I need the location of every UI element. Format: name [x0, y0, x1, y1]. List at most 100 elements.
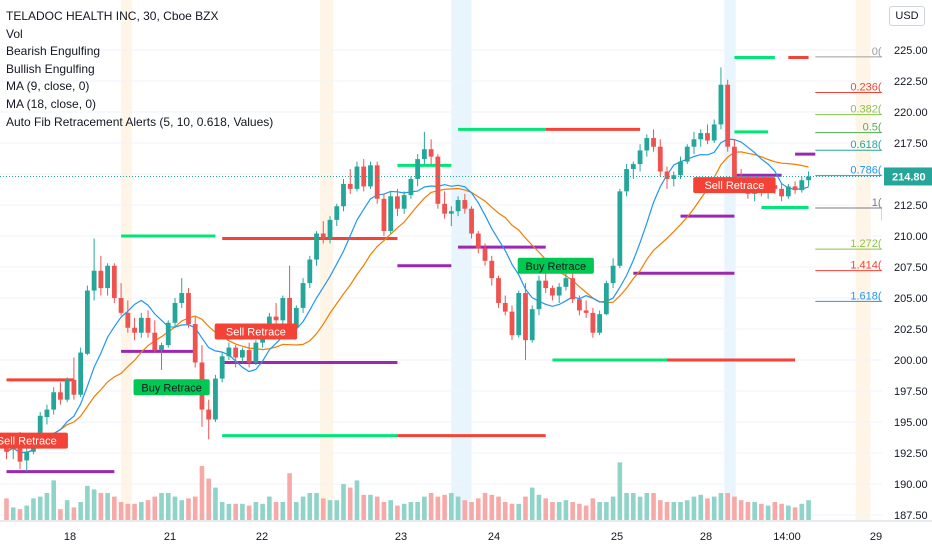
volume-bar-43: [294, 502, 299, 520]
price-tick-14: 222.50: [894, 76, 928, 88]
volume-bar-12: [85, 485, 90, 520]
candle-116: [785, 186, 791, 197]
candle-26: [179, 293, 185, 303]
candle-0: [4, 446, 9, 452]
volume-bar-106: [718, 493, 724, 520]
candle-97: [657, 146, 663, 172]
volume-bar-0: [4, 498, 9, 520]
ma18-line: [6, 151, 809, 454]
indicator-vol[interactable]: Vol: [6, 26, 23, 41]
price-tick-0: 187.50: [894, 510, 928, 522]
chart-title[interactable]: TELADOC HEALTH INC, 30, Cboe BZX: [6, 9, 219, 23]
volume-bar-95: [644, 493, 650, 520]
volume-bar-9: [64, 500, 70, 520]
volume-bar-15: [105, 493, 110, 520]
time-tick-5: 25: [611, 531, 623, 543]
volume-bar-28: [192, 496, 198, 520]
candle-117: [792, 186, 798, 191]
volume-bar-97: [657, 500, 663, 520]
time-tick-1: 21: [164, 531, 176, 543]
candle-93: [630, 164, 636, 170]
candle-32: [219, 356, 225, 379]
candle-101: [684, 146, 690, 162]
candle-108: [732, 146, 737, 179]
time-tick-2: 22: [256, 531, 268, 543]
volume-bar-77: [523, 496, 528, 520]
retrace-level-lines: [6, 55, 816, 474]
volume-bar-33: [226, 503, 232, 520]
volume-bar-78: [529, 487, 535, 520]
price-tick-9: 210.00: [894, 231, 928, 243]
volume-bar-94: [637, 496, 643, 520]
candle-60: [408, 178, 414, 196]
indicator-bullish-engulfing[interactable]: Bullish Engulfing: [6, 61, 95, 76]
candle-75: [509, 311, 515, 336]
volume-bar-57: [388, 500, 393, 520]
candle-62: [421, 149, 427, 160]
candle-76: [516, 293, 522, 336]
candle-44: [300, 283, 306, 308]
candle-5: [37, 415, 43, 441]
volume-bar-50: [341, 484, 346, 520]
candle-30: [206, 409, 212, 420]
volume-bar-86: [583, 505, 589, 520]
indicator-bearish-engulfing[interactable]: Bearish Engulfing: [6, 44, 101, 59]
candle-57: [388, 196, 394, 232]
session-band-1: [319, 0, 334, 520]
last-price-text: 214.80: [892, 171, 926, 183]
candle-63: [428, 149, 434, 157]
candle-98: [664, 171, 670, 179]
candle-41: [280, 298, 286, 321]
volume-bar-111: [752, 502, 757, 520]
candle-84: [570, 278, 576, 300]
price-tick-10: 212.50: [894, 200, 928, 212]
volume-bar-3: [24, 505, 30, 520]
volume-bar-98: [664, 502, 670, 520]
candle-51: [347, 183, 353, 189]
volume-bar-92: [624, 493, 629, 520]
volume-bar-18: [125, 503, 131, 520]
candle-67: [455, 200, 461, 212]
indicator-ma9[interactable]: MA (9, close, 0): [6, 79, 90, 94]
session-band-3: [724, 0, 736, 520]
candle-79: [536, 280, 542, 310]
candle-106: [718, 84, 724, 125]
volume-bar-44: [300, 496, 306, 520]
candle-119: [806, 176, 811, 181]
candle-25: [172, 302, 178, 323]
price-tick-7: 205.00: [894, 293, 928, 305]
volume-bar-91: [617, 462, 623, 520]
volume-bar-20: [139, 502, 144, 520]
time-tick-3: 23: [395, 531, 407, 543]
currency-button[interactable]: USD: [889, 6, 925, 26]
time-axis[interactable]: 18 21 22 23 24 25 28 14:00 29: [0, 520, 932, 543]
volume-bar-74: [502, 502, 508, 520]
candle-50: [341, 183, 346, 207]
candle-52: [354, 166, 360, 189]
volume-bar-23: [159, 493, 164, 520]
price-axis-bg: [882, 0, 932, 550]
moving-averages: [6, 138, 809, 454]
volume-bar-25: [172, 496, 178, 520]
volume-bar-67: [455, 496, 461, 520]
indicator-auto-fib[interactable]: Auto Fib Retracement Alerts (5, 10, 0.61…: [6, 114, 274, 129]
volume-bar-17: [118, 502, 124, 520]
candle-83: [563, 278, 569, 287]
candle-24: [165, 322, 171, 346]
volume-bar-110: [745, 502, 751, 520]
indicator-ma18[interactable]: MA (18, close, 0): [6, 96, 97, 111]
signal-text-2: Sell Retrace: [226, 326, 286, 338]
session-band-4: [855, 0, 871, 520]
candle-64: [435, 156, 441, 204]
volume-bar-65: [442, 494, 447, 520]
signal-badge-0: [0, 432, 68, 449]
candle-70: [475, 233, 481, 249]
session-bands: [121, 0, 871, 520]
volume-bar-84: [570, 502, 575, 520]
candle-77: [523, 293, 528, 341]
volume-bar-52: [354, 480, 360, 520]
volume-bars: [4, 462, 811, 520]
